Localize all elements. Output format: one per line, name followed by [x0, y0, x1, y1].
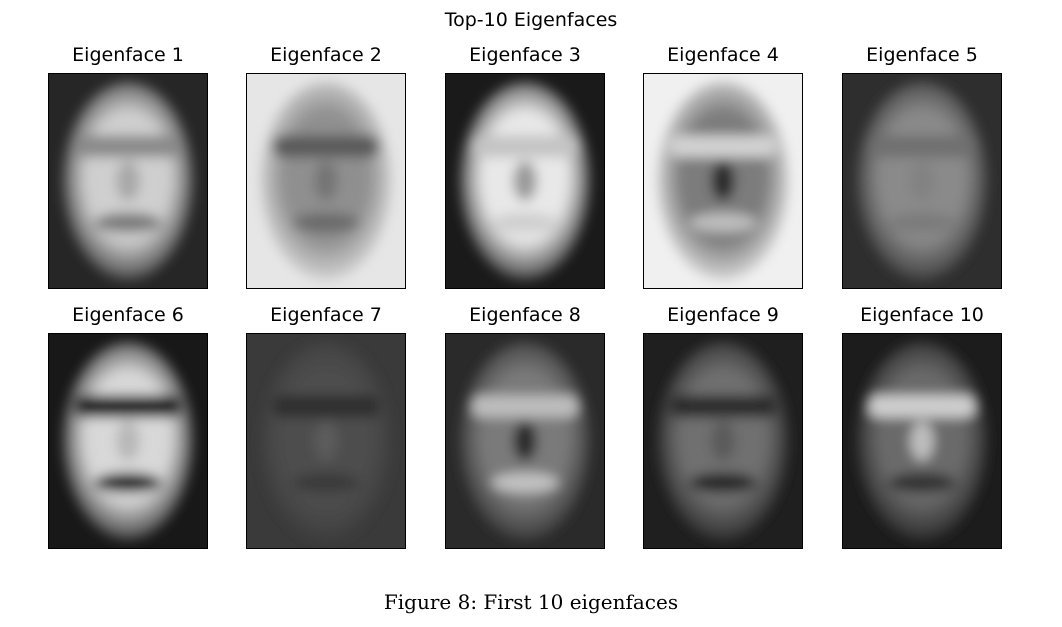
eigenface-image: [643, 73, 803, 289]
eigenface-title: Eigenface 1: [72, 44, 184, 66]
eigenface-render: [446, 74, 604, 288]
eigenface-image: [842, 73, 1002, 289]
nose-region: [314, 161, 338, 201]
mouth-region: [491, 212, 559, 233]
eigenface-render: [843, 74, 1001, 288]
eye-region: [74, 395, 182, 418]
mouth-region: [689, 472, 757, 493]
eigenface-render: [843, 334, 1001, 548]
nose-region: [711, 421, 735, 461]
mouth-region: [689, 212, 757, 233]
eye-region: [669, 135, 777, 158]
eye-region: [272, 395, 380, 418]
mouth-region: [94, 472, 162, 493]
eigenface-render: [446, 334, 604, 548]
eigenface-title: Eigenface 9: [667, 304, 779, 326]
eigenface-title: Eigenface 6: [72, 304, 184, 326]
eigenface-title: Eigenface 5: [866, 44, 978, 66]
eigenface-title: Eigenface 10: [860, 304, 984, 326]
nose-region: [116, 421, 140, 461]
eigenface-image: [842, 333, 1002, 549]
eigenface-render: [247, 334, 405, 548]
eye-region: [868, 135, 976, 158]
eye-region: [272, 135, 380, 158]
nose-region: [513, 421, 537, 461]
mouth-region: [491, 472, 559, 493]
eigenface-render: [49, 74, 207, 288]
eigenface-render: [49, 334, 207, 548]
eigenface-image: [643, 333, 803, 549]
figure-caption: Figure 8: First 10 eigenfaces: [383, 590, 679, 614]
eigenface-title: Eigenface 3: [469, 44, 581, 66]
eigenface-image: [48, 333, 208, 549]
eye-region: [669, 395, 777, 418]
eigenface-title: Eigenface 8: [469, 304, 581, 326]
figure-suptitle: Top-10 Eigenfaces: [444, 9, 618, 31]
eigenface-image: [246, 73, 406, 289]
eigenface-title: Eigenface 2: [270, 44, 382, 66]
eigenface-title: Eigenface 7: [270, 304, 382, 326]
eye-region: [868, 395, 976, 418]
eye-region: [471, 395, 579, 418]
eigenface-image: [246, 333, 406, 549]
nose-region: [711, 161, 735, 201]
eye-region: [471, 135, 579, 158]
mouth-region: [888, 212, 956, 233]
mouth-region: [292, 212, 360, 233]
nose-region: [116, 161, 140, 201]
mouth-region: [888, 472, 956, 493]
eigenface-render: [644, 74, 802, 288]
mouth-region: [292, 472, 360, 493]
eigenface-render: [247, 74, 405, 288]
eye-region: [74, 135, 182, 158]
eigenface-render: [644, 334, 802, 548]
nose-region: [314, 421, 338, 461]
eigenface-image: [48, 73, 208, 289]
eigenface-title: Eigenface 4: [667, 44, 779, 66]
nose-region: [513, 161, 537, 201]
eigenface-image: [445, 73, 605, 289]
eigenface-image: [445, 333, 605, 549]
mouth-region: [94, 212, 162, 233]
nose-region: [910, 161, 934, 201]
nose-region: [910, 421, 934, 461]
